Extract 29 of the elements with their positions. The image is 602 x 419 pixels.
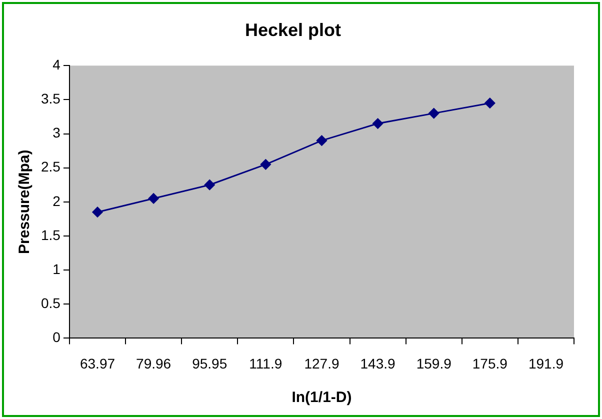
- y-tick-label: 1.5: [40, 226, 61, 243]
- point: [372, 118, 384, 129]
- y-tick-label: 4: [52, 56, 61, 72]
- point: [260, 159, 271, 170]
- y-axis-title: Pressure(Mpa): [16, 150, 34, 254]
- y-tick-label: 3: [52, 124, 61, 141]
- x-tick-label: 127.9: [304, 355, 340, 372]
- y-tick-label: 2.5: [40, 158, 61, 175]
- point: [316, 135, 327, 146]
- x-tick-label: 191.9: [528, 355, 564, 372]
- x-tick-label: 63.97: [80, 355, 116, 372]
- chart-title: Heckel plot: [244, 20, 342, 40]
- y-tick-label: 1: [52, 260, 61, 277]
- point: [204, 180, 215, 190]
- y-tick-label: 3.5: [40, 90, 61, 107]
- x-tick-label: 95.95: [192, 355, 228, 372]
- x-tick-label: 159.9: [416, 355, 452, 372]
- x-axis-title: In(1/1-D): [292, 389, 352, 406]
- x-tick-label: 175.9: [472, 355, 508, 372]
- y-tick-label: 0.5: [40, 294, 61, 311]
- point: [92, 206, 103, 218]
- x-tick-label: 79.96: [136, 355, 172, 372]
- x-tick-label: 111.9: [249, 355, 282, 372]
- y-tick-label: 2: [52, 192, 61, 209]
- x-tick-label: 143.9: [360, 355, 396, 372]
- point: [148, 193, 159, 204]
- point: [484, 98, 496, 108]
- point: [428, 108, 440, 119]
- y-tick-label: 0: [52, 329, 61, 346]
